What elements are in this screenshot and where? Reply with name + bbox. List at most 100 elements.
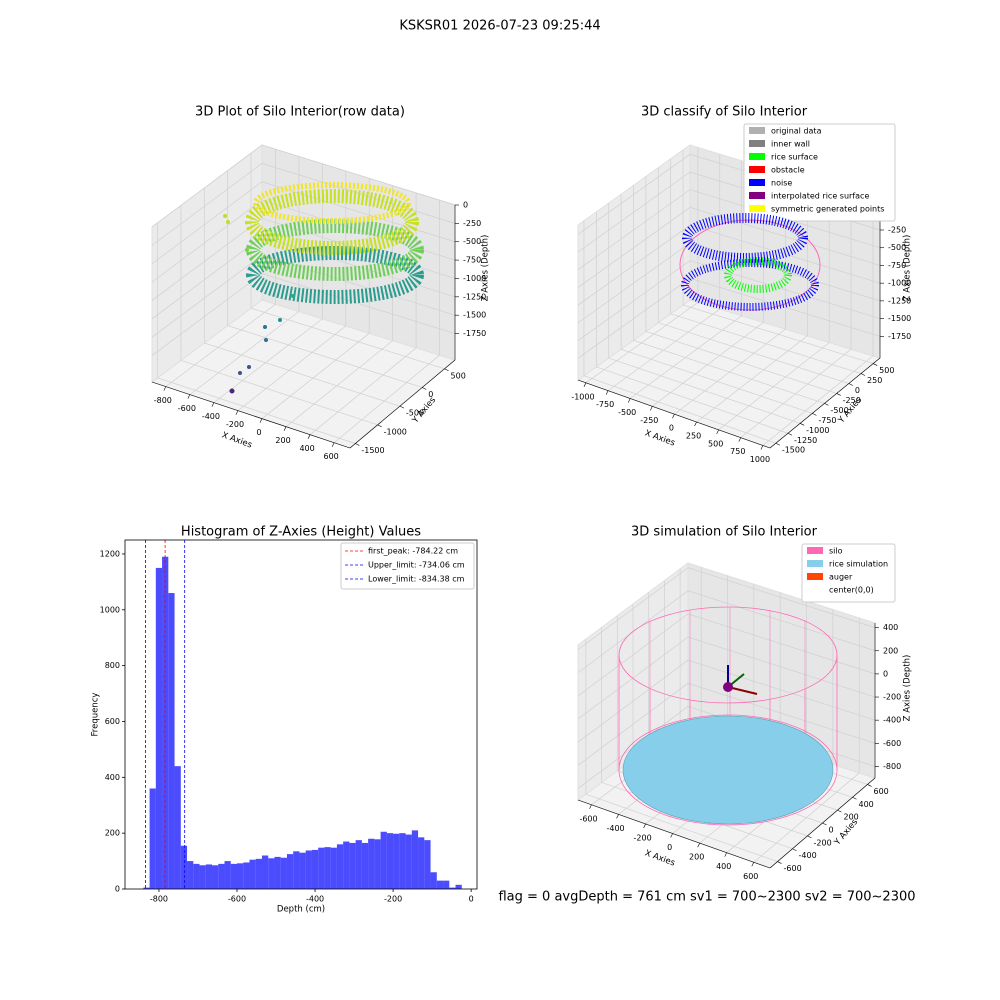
grid-line xyxy=(151,236,456,320)
x-tick-label: 0 xyxy=(669,424,674,433)
x-tick-label: 400 xyxy=(716,862,731,871)
grid-line xyxy=(151,144,456,228)
grid-line xyxy=(633,185,825,404)
y-tick-label: -250 xyxy=(843,396,861,405)
x-tick-label: 200 xyxy=(275,436,290,445)
y-tick xyxy=(807,835,812,839)
legend-swatch xyxy=(749,192,765,199)
histogram-bar xyxy=(193,863,200,889)
y-tick xyxy=(422,387,427,390)
grid-line xyxy=(577,189,881,271)
y-tick xyxy=(873,363,878,366)
x-tick xyxy=(605,390,609,395)
y-tick-label: -500 xyxy=(406,409,424,418)
z-tick-label: -1000 xyxy=(888,279,911,288)
x-tick xyxy=(670,833,673,838)
y-tick-label: 600 xyxy=(105,717,120,726)
grid-line xyxy=(726,609,834,853)
x-tick-label: -400 xyxy=(606,824,624,833)
grid-line xyxy=(645,176,837,394)
x-tick-label: 200 xyxy=(689,853,704,862)
y-tick xyxy=(775,442,780,446)
x-tick xyxy=(589,804,592,809)
y-tick-label: -1500 xyxy=(361,446,384,455)
y-tick-label: -1000 xyxy=(384,427,407,436)
y-tick-label: 250 xyxy=(867,376,882,385)
histogram-bar xyxy=(361,842,369,889)
cloud xyxy=(245,189,419,255)
y-tick-label: -400 xyxy=(799,851,817,860)
grid-line xyxy=(180,205,378,426)
grid-line xyxy=(577,613,876,697)
histogram-bar xyxy=(249,859,256,889)
grid-line xyxy=(608,203,801,424)
x-tick xyxy=(163,386,167,391)
histogram-bar xyxy=(343,841,350,889)
x-tick xyxy=(643,823,646,829)
grid-line xyxy=(753,617,860,863)
grid-line xyxy=(577,224,881,306)
legend-swatch xyxy=(807,560,823,567)
grid-line xyxy=(157,222,356,444)
x-tick-label: -200 xyxy=(226,420,244,429)
x-tick xyxy=(331,442,335,447)
x-tick-label: -250 xyxy=(640,416,658,425)
legend-swatch xyxy=(749,127,765,134)
z-tick-label: -750 xyxy=(888,261,906,270)
legend-box xyxy=(743,123,896,222)
y-axis xyxy=(769,357,881,449)
x-axis xyxy=(151,381,351,449)
grid-line xyxy=(696,180,808,423)
legend-label: first_peak: -784.22 cm xyxy=(368,547,458,556)
y-tick xyxy=(812,413,817,416)
x-tick xyxy=(672,414,675,419)
cloud xyxy=(246,219,424,281)
y-tick xyxy=(860,373,866,376)
x-tick-label: -200 xyxy=(634,833,652,842)
legend-swatch xyxy=(749,140,765,147)
histogram-bar xyxy=(237,863,244,889)
x-tick-label: -800 xyxy=(150,895,168,904)
grid-line xyxy=(285,185,394,427)
x-tick xyxy=(283,426,287,431)
grid-line xyxy=(577,659,876,743)
y-tick-label: -500 xyxy=(831,406,849,415)
outliers xyxy=(223,214,295,394)
x-tick xyxy=(716,429,719,434)
x-tick-label: -800 xyxy=(154,396,172,405)
histogram-bar xyxy=(368,838,375,889)
z-tick-label: 0 xyxy=(463,201,468,210)
z-tick-label: -1750 xyxy=(463,329,486,338)
z-tick-label: -750 xyxy=(463,256,481,265)
x-tick-label: 250 xyxy=(686,431,701,440)
legend-label: obstacle xyxy=(771,166,805,175)
grid-line xyxy=(670,158,862,374)
y-tick-label: -1500 xyxy=(782,446,805,455)
grid-line xyxy=(577,682,876,766)
chart-title: Histogram of Z-Axies (Height) Values xyxy=(181,525,421,540)
grid-line xyxy=(577,590,876,674)
x-tick-label: 600 xyxy=(743,872,758,881)
y-tick-label: -750 xyxy=(818,416,836,425)
cloud xyxy=(253,182,411,224)
legend-label: original data xyxy=(771,127,822,136)
histogram-bar xyxy=(318,847,325,889)
y-tick-label: 600 xyxy=(874,787,889,796)
z-tick-label: -250 xyxy=(888,226,906,235)
z-tick-label: -200 xyxy=(883,693,901,702)
histogram-bar xyxy=(418,837,425,889)
y-tick xyxy=(837,809,842,813)
x-tick-label: -200 xyxy=(384,895,402,904)
x-tick xyxy=(751,862,755,867)
axis-label: X Axies xyxy=(220,430,253,450)
legend-label: Upper_limit: -734.06 cm xyxy=(368,561,465,570)
grid-line xyxy=(620,194,813,414)
histogram-bar xyxy=(455,884,462,889)
histogram-bar xyxy=(174,766,181,889)
y-tick xyxy=(377,424,382,428)
y-tick xyxy=(867,784,872,787)
histogram-bar xyxy=(293,851,300,889)
y-tick-label: -1000 xyxy=(806,426,829,435)
cloud xyxy=(682,213,808,263)
y-tick-label: 0 xyxy=(428,390,433,399)
